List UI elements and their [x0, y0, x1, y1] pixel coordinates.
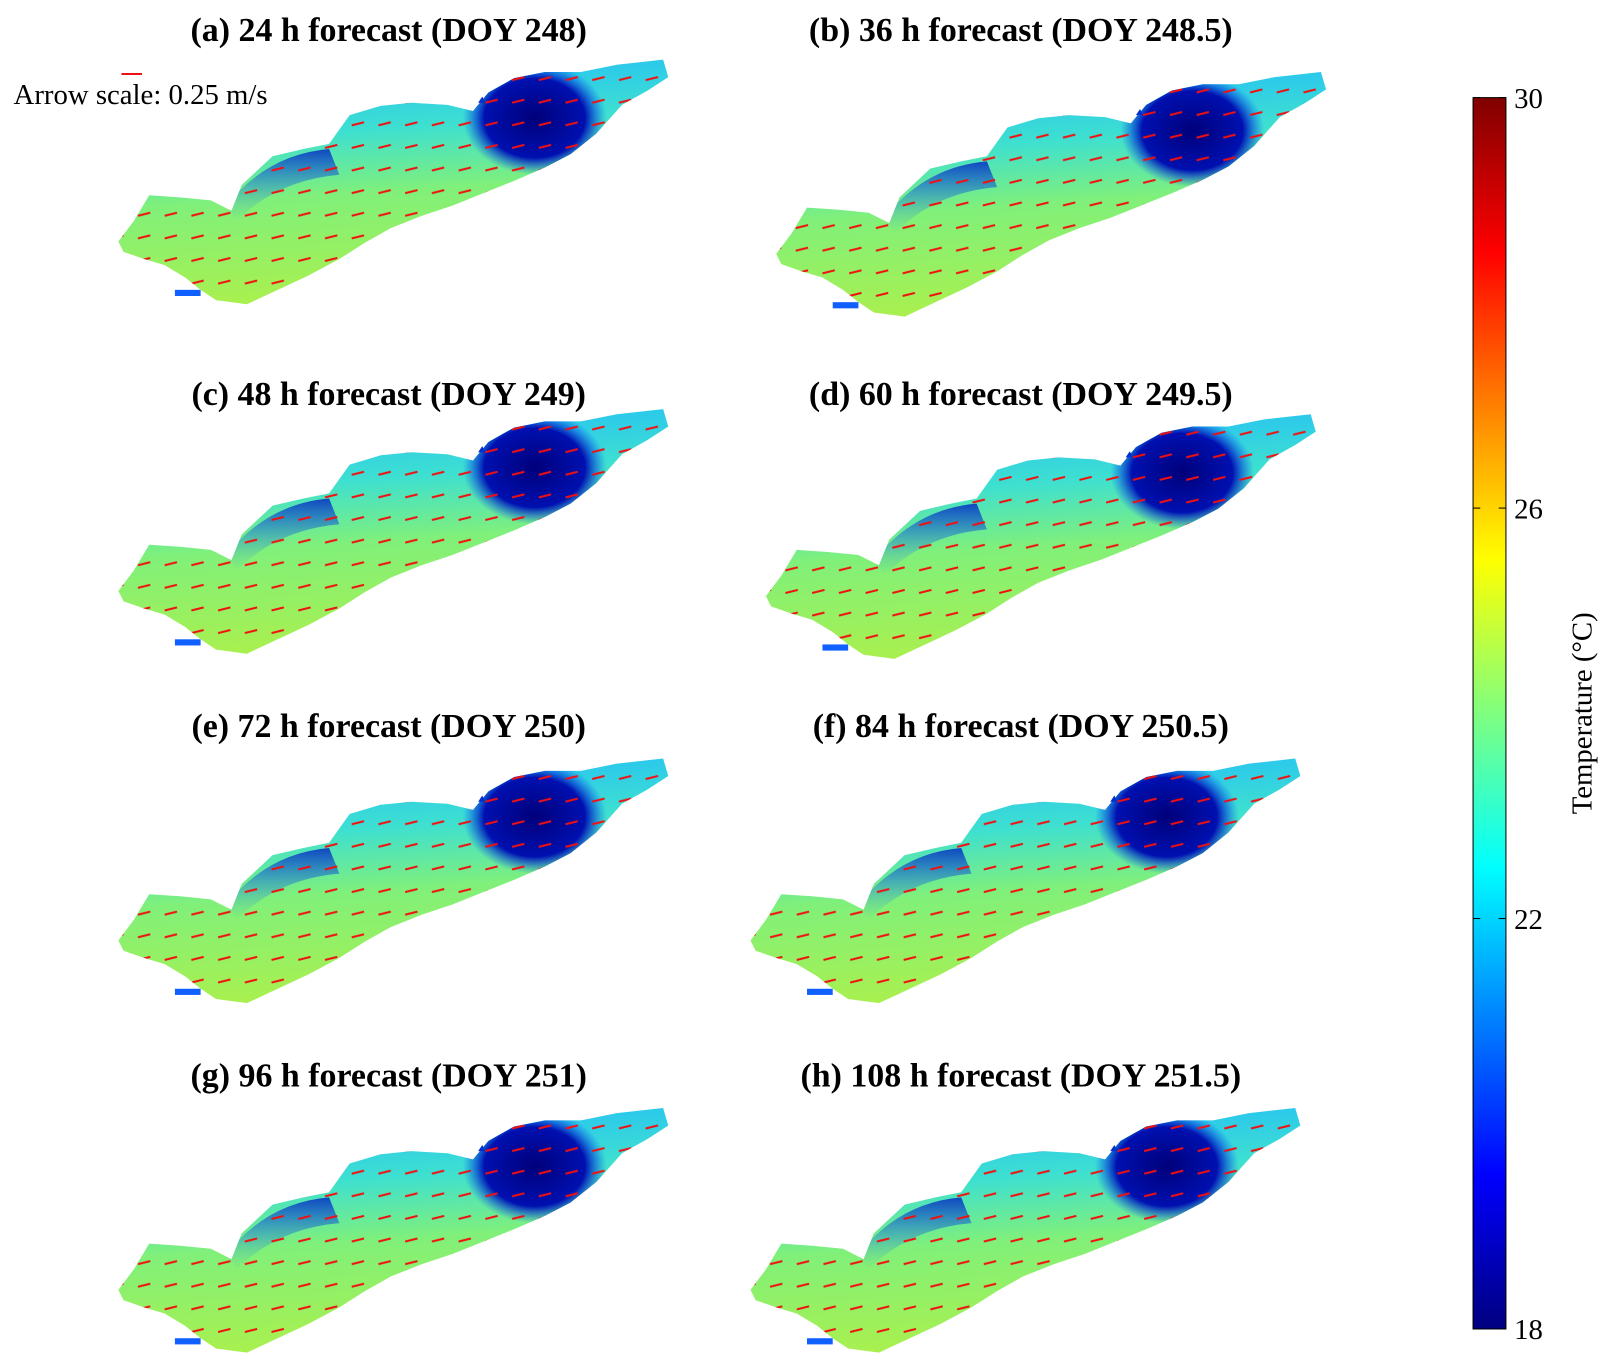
colorbar	[1472, 97, 1507, 1330]
colorbar-tick-label: 18	[1514, 1314, 1543, 1346]
colorbar-tick-label: 26	[1514, 493, 1543, 525]
panel-title: (e) 72 h forecast (DOY 250)	[191, 708, 586, 745]
lake-map	[103, 401, 679, 668]
lake-map	[735, 750, 1311, 1017]
panel-title: (h) 108 h forecast (DOY 251.5)	[800, 1057, 1241, 1094]
panel-title: (g) 96 h forecast (DOY 251)	[190, 1057, 586, 1094]
panel-title: (d) 60 h forecast (DOY 249.5)	[809, 376, 1233, 413]
lake-map	[103, 750, 679, 1017]
panel-title: (a) 24 h forecast (DOY 248)	[190, 12, 586, 49]
arrow-scale: Arrow scale: 0.25 m/s	[14, 79, 268, 111]
lake-map	[735, 1100, 1311, 1367]
panel-title: (f) 84 h forecast (DOY 250.5)	[813, 708, 1229, 745]
lake-map	[761, 64, 1337, 331]
lake-map	[103, 1100, 679, 1367]
panel-title: (b) 36 h forecast (DOY 248.5)	[809, 12, 1233, 49]
panel-title: (c) 48 h forecast (DOY 249)	[191, 376, 586, 413]
lake-map	[750, 406, 1326, 673]
colorbar-label: Temperature (°C)	[1566, 612, 1598, 814]
colorbar-tick-label: 30	[1514, 83, 1543, 115]
colorbar-tick-label: 22	[1514, 904, 1543, 936]
